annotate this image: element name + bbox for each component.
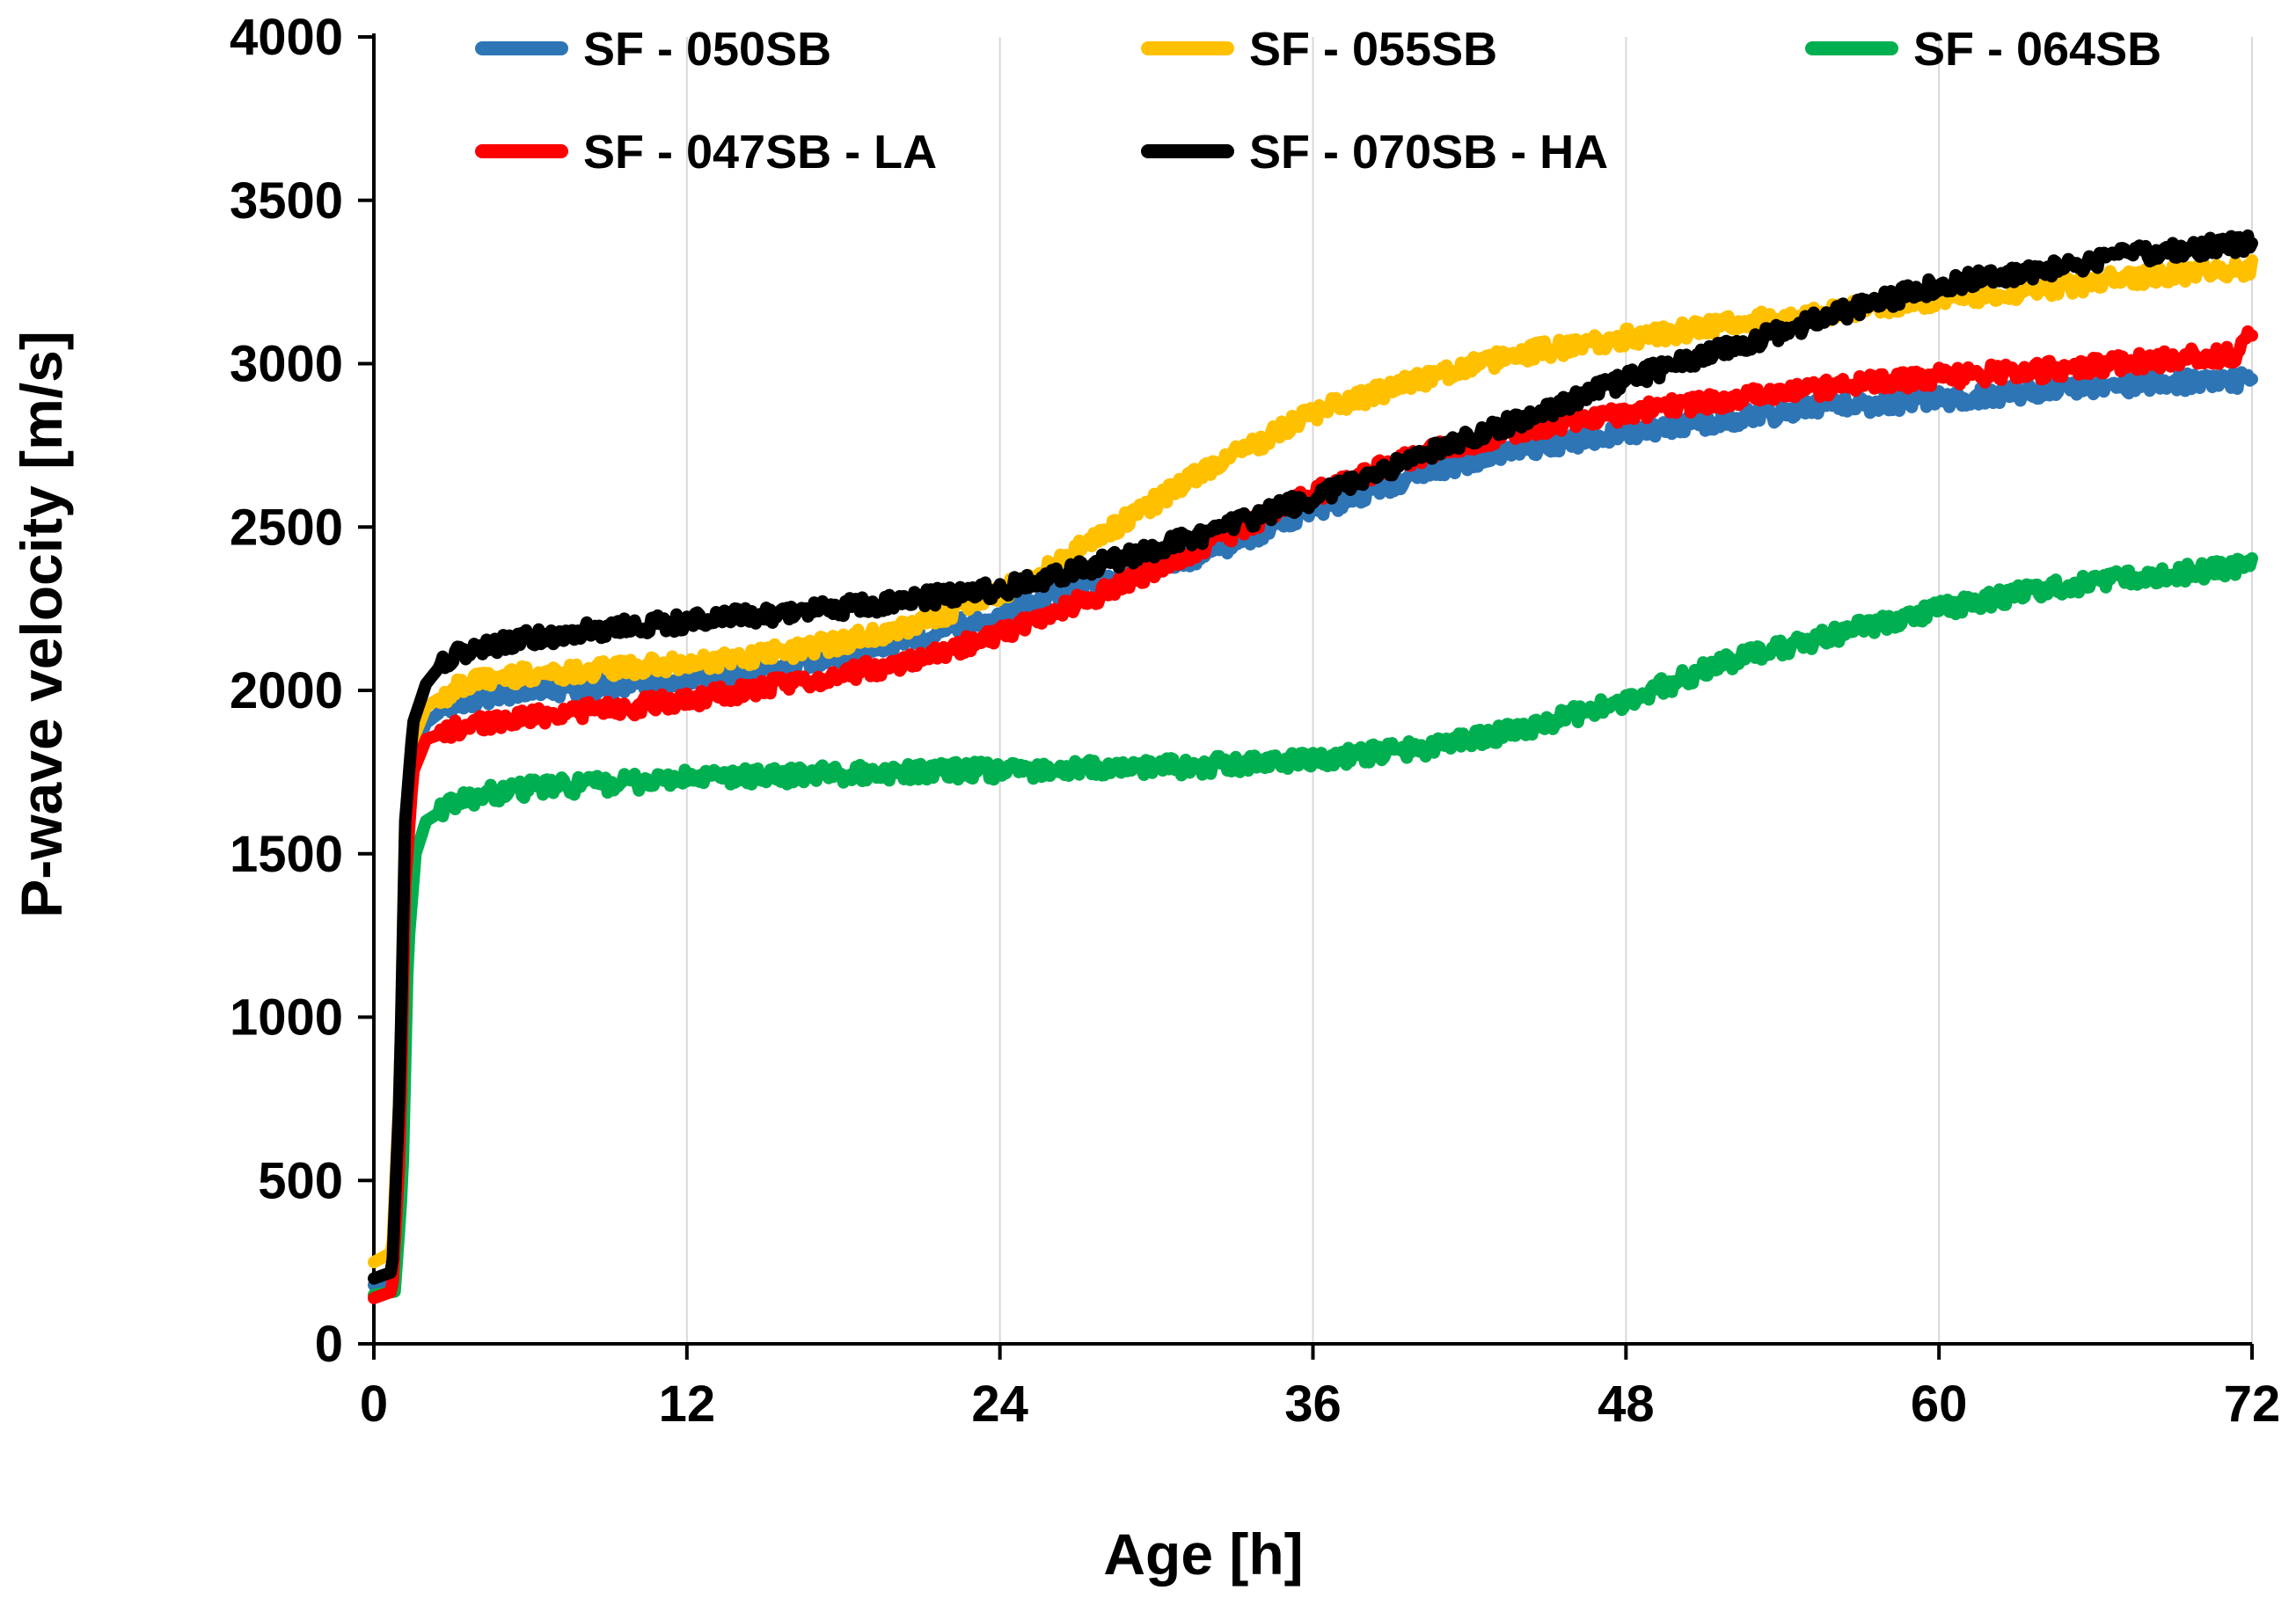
legend: SF - 050SB SF - 055SB SF - 064SB SF - 047SB… [475,23,2161,179]
legend-label: SF - 055SB [1249,23,1497,76]
legend-label: SF - 047SB - LA [583,126,937,179]
y-tick-label: 1500 [230,826,343,883]
y-axis-title: P-wave velocity [m/s] [9,331,74,918]
legend-label: SF - 064SB [1913,23,2161,76]
y-tick-label: 2000 [230,662,343,719]
x-tick-label: 0 [360,1375,388,1433]
x-tick-label: 60 [1911,1375,1968,1433]
y-tick-label: 1000 [230,989,343,1047]
y-tick-label: 500 [258,1152,343,1209]
y-tick-label: 0 [315,1316,343,1373]
legend-label: SF - 070SB - HA [1249,126,1608,179]
x-tick-label: 12 [659,1375,716,1433]
legend-item-4: SF - 070SB - HA [1141,126,1608,179]
x-axis-title: Age [h] [1103,1521,1303,1587]
legend-item-0: SF - 050SB [475,23,831,76]
legend-item-1: SF - 055SB [1141,23,1497,76]
y-tick-label: 4000 [230,9,343,66]
x-tick-label: 36 [1284,1375,1342,1433]
grid [685,37,2253,1344]
y-tick-label: 2500 [230,499,343,556]
y-tick-label: 3500 [230,172,343,230]
x-tick-label: 72 [2224,1375,2281,1433]
series-line-4 [368,229,2258,1285]
series-line-2 [368,551,2258,1302]
x-tick-label: 24 [971,1375,1028,1433]
legend-item-2: SF - 064SB [1805,23,2161,76]
y-tick-label: 3000 [230,336,343,393]
axes [358,33,2254,1360]
x-tick-label: 48 [1598,1375,1655,1433]
series-lines [368,229,2258,1304]
legend-label: SF - 050SB [583,23,831,76]
legend-item-3: SF - 047SB - LA [475,126,937,179]
tick-labels: 0 500 1000 1500 2000 2500 3000 3500 4000 0 12 24 36 4… [230,9,2280,1433]
